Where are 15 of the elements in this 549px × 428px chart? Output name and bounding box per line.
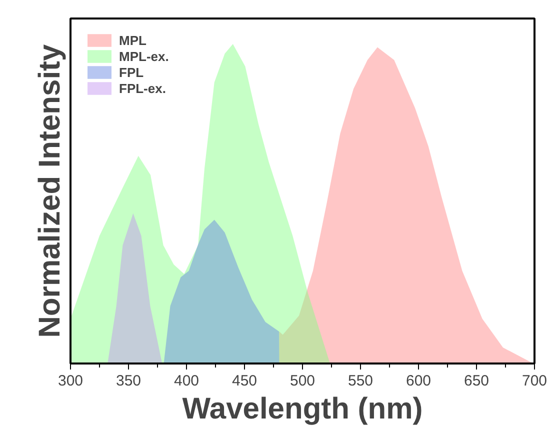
x-tick-label: 350 bbox=[116, 372, 142, 390]
y-axis-title: Normalized Intensity bbox=[34, 44, 66, 338]
legend-label: FPL-ex. bbox=[119, 80, 166, 96]
x-tick-label: 600 bbox=[406, 372, 432, 390]
x-tick-label: 700 bbox=[522, 372, 548, 390]
x-tick-label: 450 bbox=[232, 372, 258, 390]
x-tick-label: 300 bbox=[58, 372, 84, 390]
x-tick-label: 400 bbox=[174, 372, 200, 390]
x-tick-label: 500 bbox=[290, 372, 316, 390]
legend-label: MPL bbox=[119, 32, 146, 48]
x-tick-label: 650 bbox=[464, 372, 490, 390]
legend-label: FPL bbox=[119, 64, 144, 80]
x-tick-label: 550 bbox=[348, 372, 374, 390]
legend-label: MPL-ex. bbox=[119, 48, 169, 64]
x-axis-title: Wavelength (nm) bbox=[182, 392, 423, 426]
